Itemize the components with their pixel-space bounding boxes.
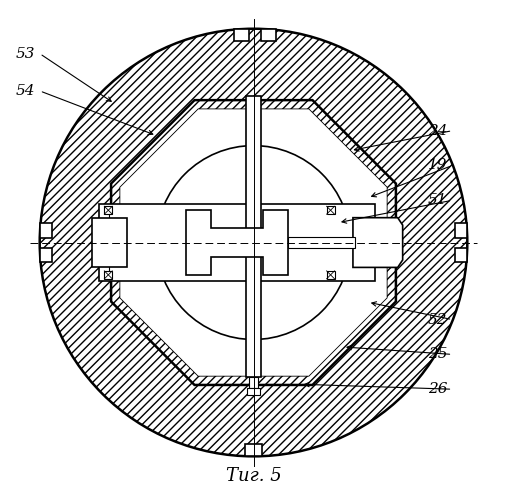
Polygon shape (120, 110, 387, 376)
Polygon shape (104, 206, 112, 214)
Bar (455, 222, 467, 238)
Text: 54: 54 (15, 84, 34, 98)
Circle shape (40, 28, 467, 456)
Polygon shape (247, 388, 260, 395)
Polygon shape (120, 110, 387, 376)
Polygon shape (187, 210, 288, 275)
Polygon shape (92, 218, 127, 268)
Text: Τиг. 5: Τиг. 5 (226, 467, 281, 485)
Text: 52: 52 (428, 312, 447, 326)
Polygon shape (111, 100, 396, 385)
Polygon shape (111, 100, 396, 385)
Polygon shape (99, 204, 375, 282)
Text: 51: 51 (428, 194, 447, 207)
Bar (245, 444, 262, 456)
Text: 24: 24 (428, 124, 447, 138)
Bar (234, 28, 248, 40)
Bar (40, 222, 52, 238)
Text: 53: 53 (15, 46, 34, 60)
Polygon shape (248, 377, 259, 388)
Polygon shape (353, 218, 403, 268)
Text: 26: 26 (428, 382, 447, 396)
Polygon shape (104, 271, 112, 279)
Bar (40, 248, 52, 262)
Text: 19: 19 (428, 158, 447, 172)
Polygon shape (246, 96, 261, 377)
Bar (261, 28, 276, 40)
Text: 25: 25 (428, 348, 447, 362)
Polygon shape (327, 271, 335, 279)
Polygon shape (288, 237, 355, 248)
Bar (455, 248, 467, 262)
Circle shape (40, 28, 467, 456)
Polygon shape (327, 206, 335, 214)
Circle shape (157, 146, 350, 340)
